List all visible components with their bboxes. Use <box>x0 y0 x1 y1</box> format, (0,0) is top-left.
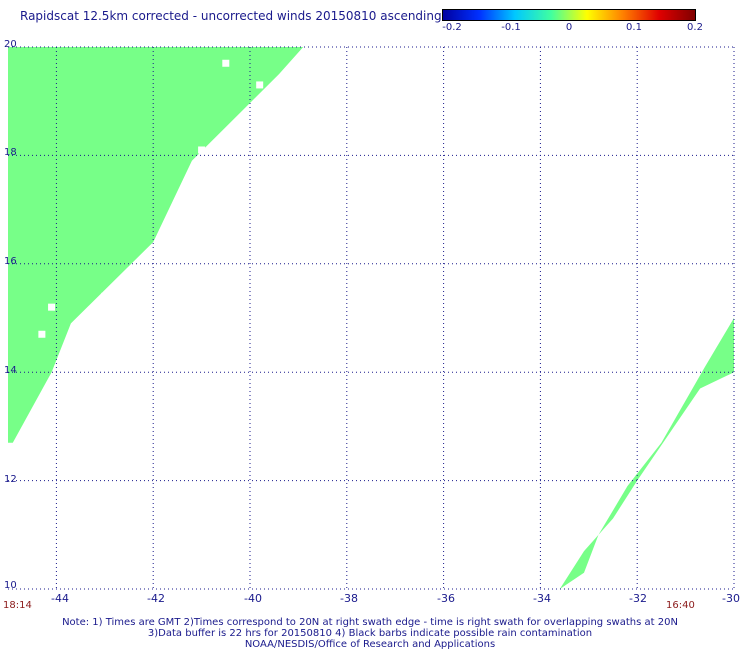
footnote-line-1: Note: 1) Times are GMT 2)Times correspon… <box>62 617 678 628</box>
swath-time-left: 18:14 <box>3 600 32 611</box>
y-tick-label: 12 <box>4 474 17 485</box>
y-tick-label: 18 <box>4 147 17 158</box>
colorbar-tick: 0.2 <box>687 22 703 33</box>
footnote-credit: NOAA/NESDIS/Office of Research and Appli… <box>244 639 496 650</box>
colorbar-tick: 0 <box>565 22 573 33</box>
y-tick-label: 14 <box>4 365 17 376</box>
missing-cell <box>48 303 56 311</box>
colorbar-tick: 0.1 <box>626 22 642 33</box>
colorbar-tick: -0.2 <box>442 22 462 33</box>
x-tick-label: -44 <box>51 592 69 605</box>
wind-swath <box>8 47 304 443</box>
map-title: Rapidscat 12.5km corrected - uncorrected… <box>20 9 442 23</box>
x-tick-label: -42 <box>147 592 165 605</box>
x-tick-label: -40 <box>244 592 262 605</box>
missing-cell <box>101 292 109 300</box>
x-tick-label: -34 <box>533 592 551 605</box>
x-tick-label: -36 <box>437 592 455 605</box>
missing-cell <box>38 330 46 338</box>
y-tick-label: 10 <box>4 580 17 591</box>
colorbar-tick: -0.1 <box>501 22 521 33</box>
footnote-line-2: 3)Data buffer is 22 hrs for 20150810 4) … <box>147 628 593 639</box>
missing-cell <box>198 146 206 154</box>
colorbar <box>442 9 696 21</box>
swath-time-right: 16:40 <box>666 600 695 611</box>
missing-cell <box>222 59 230 67</box>
y-tick-label: 16 <box>4 256 17 267</box>
wind-swath <box>559 318 734 589</box>
x-tick-label: -30 <box>722 592 740 605</box>
missing-cell <box>256 81 264 89</box>
x-tick-label: -38 <box>340 592 358 605</box>
y-tick-label: 20 <box>4 39 17 50</box>
x-tick-label: -32 <box>629 592 647 605</box>
